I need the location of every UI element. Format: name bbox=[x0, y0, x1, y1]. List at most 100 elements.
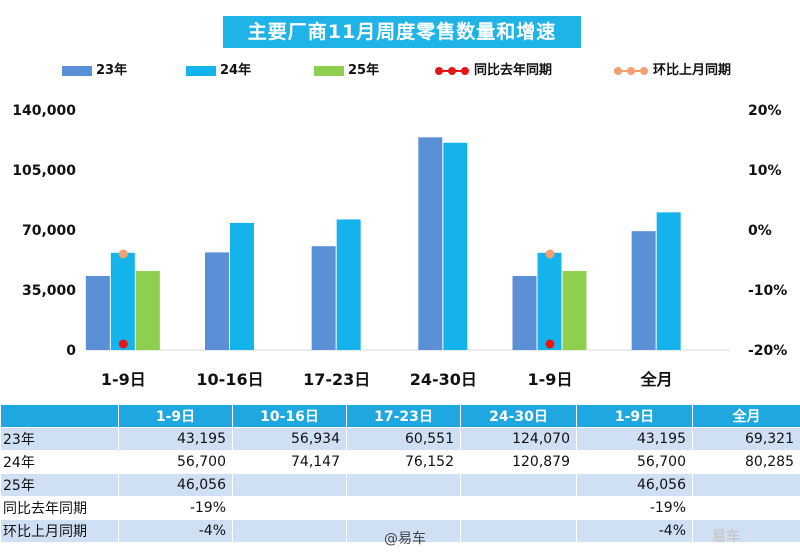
line-marker bbox=[545, 339, 555, 349]
table-header-row: 1-9日 10-16日 17-23日 24-30日 1-9日 全月 bbox=[0, 404, 800, 428]
table-cell: 46,056 bbox=[118, 473, 233, 497]
table-cell bbox=[460, 496, 577, 520]
x-tick-label: 17-23日 bbox=[303, 370, 370, 389]
table-row: 24年 56,700 74,147 76,152 120,879 56,700 80,285 bbox=[0, 450, 800, 474]
table-cell: -4% bbox=[576, 519, 693, 543]
table-cell: -19% bbox=[118, 496, 233, 520]
table-cell bbox=[232, 496, 347, 520]
table-cell bbox=[692, 519, 800, 543]
x-tick-label: 全月 bbox=[640, 370, 673, 389]
table-cell bbox=[692, 473, 800, 497]
table-cell: -4% bbox=[118, 519, 233, 543]
table-row: 25年 46,056 46,056 bbox=[0, 473, 800, 497]
x-tick-label: 1-9日 bbox=[101, 370, 146, 389]
table-cell bbox=[346, 473, 461, 497]
table-cell bbox=[460, 473, 577, 497]
y2-tick-label: 10% bbox=[748, 163, 782, 179]
bar bbox=[85, 275, 110, 350]
y2-tick-label: 20% bbox=[748, 103, 782, 119]
table-row-label: 25年 bbox=[0, 473, 119, 497]
table-cell: 56,700 bbox=[576, 450, 693, 474]
bar bbox=[631, 231, 656, 350]
y2-tick-label: 0% bbox=[748, 223, 772, 239]
table-cell: 69,321 bbox=[692, 427, 800, 451]
bar bbox=[135, 271, 160, 350]
table-cell: 120,879 bbox=[460, 450, 577, 474]
table-row-label: 环比上月同期 bbox=[0, 519, 119, 543]
table-header-cell: 24-30日 bbox=[460, 404, 577, 428]
watermark-logo: 易车 bbox=[712, 529, 740, 545]
table-row-label: 24年 bbox=[0, 450, 119, 474]
y-tick-label: 70,000 bbox=[22, 223, 76, 239]
line-marker bbox=[545, 249, 555, 259]
x-tick-label: 10-16日 bbox=[196, 370, 263, 389]
bar bbox=[205, 252, 229, 350]
y-tick-label: 140,000 bbox=[12, 103, 76, 119]
table-cell bbox=[346, 496, 461, 520]
table-cell: 43,195 bbox=[576, 427, 693, 451]
table-header-cell: 10-16日 bbox=[232, 404, 347, 428]
bar bbox=[443, 142, 468, 350]
table-cell: -19% bbox=[576, 496, 693, 520]
table-row: 23年 43,195 56,934 60,551 124,070 43,195 69,321 bbox=[0, 427, 800, 451]
chart-plot: 0 35,000 70,000 105,000 140,000 -20% -10% 0% 10%… bbox=[12, 103, 787, 389]
bar bbox=[418, 137, 443, 350]
table-row: 环比上月同期 -4% -4% bbox=[0, 519, 800, 543]
y2-tick-label: -20% bbox=[748, 343, 787, 359]
legend-marker-yoy bbox=[435, 66, 469, 75]
bar bbox=[537, 252, 562, 350]
bar bbox=[656, 212, 681, 350]
table-row: 同比去年同期 -19% -19% bbox=[0, 496, 800, 520]
table-header-cell: 17-23日 bbox=[346, 404, 461, 428]
legend-swatch-25 bbox=[314, 65, 344, 76]
table-header-cell: 1-9日 bbox=[118, 404, 233, 428]
legend-label-yoy: 同比去年同期 bbox=[474, 63, 553, 78]
table-cell: 124,070 bbox=[460, 427, 577, 451]
table-cell: 56,700 bbox=[118, 450, 233, 474]
legend-item-23: 23年 bbox=[62, 61, 127, 81]
table-cell bbox=[460, 519, 577, 543]
data-table: 1-9日 10-16日 17-23日 24-30日 1-9日 全月 23年 43,195 56,… bbox=[0, 404, 800, 543]
legend-label-mom: 环比上月同期 bbox=[653, 63, 732, 78]
watermark: @易车 bbox=[384, 531, 426, 547]
legend-label-24: 24年 bbox=[220, 63, 252, 78]
bar bbox=[311, 246, 336, 350]
x-tick-label: 1-9日 bbox=[528, 370, 573, 389]
table-cell: 43,195 bbox=[118, 427, 233, 451]
y-tick-label: 0 bbox=[66, 343, 76, 359]
table-header-cell: 1-9日 bbox=[576, 404, 693, 428]
table-row-label: 23年 bbox=[0, 427, 119, 451]
legend-label-25: 25年 bbox=[348, 63, 380, 78]
legend-label-23: 23年 bbox=[96, 63, 128, 78]
bar bbox=[512, 275, 537, 350]
table-cell bbox=[232, 473, 347, 497]
legend-item-25: 25年 bbox=[314, 61, 379, 81]
x-tick-label: 24-30日 bbox=[410, 370, 477, 389]
table-header-cell: 全月 bbox=[692, 404, 800, 428]
y-tick-label: 105,000 bbox=[12, 163, 76, 179]
y2-tick-label: -10% bbox=[748, 283, 787, 299]
legend-marker-mom bbox=[614, 66, 648, 75]
legend-swatch-24 bbox=[186, 65, 216, 76]
table-cell bbox=[692, 496, 800, 520]
table-cell: 46,056 bbox=[576, 473, 693, 497]
bar bbox=[336, 219, 361, 350]
bar bbox=[562, 271, 587, 350]
line-marker bbox=[118, 249, 128, 259]
legend-item-24: 24年 bbox=[186, 61, 251, 81]
legend-item-mom: 环比上月同期 bbox=[613, 61, 731, 81]
line-marker bbox=[118, 339, 128, 349]
table-cell: 56,934 bbox=[232, 427, 347, 451]
table-row-label: 同比去年同期 bbox=[0, 496, 119, 520]
legend-swatch-23 bbox=[62, 65, 92, 76]
table-cell: 74,147 bbox=[232, 450, 347, 474]
table-cell: 60,551 bbox=[346, 427, 461, 451]
legend-item-yoy: 同比去年同期 bbox=[434, 61, 552, 81]
table-cell: 80,285 bbox=[692, 450, 800, 474]
bar bbox=[110, 252, 135, 350]
y-tick-label: 35,000 bbox=[22, 283, 76, 299]
table-cell: 76,152 bbox=[346, 450, 461, 474]
bar bbox=[230, 222, 254, 350]
chart-title: 主要厂商11月周度零售数量和增速 bbox=[223, 16, 581, 48]
